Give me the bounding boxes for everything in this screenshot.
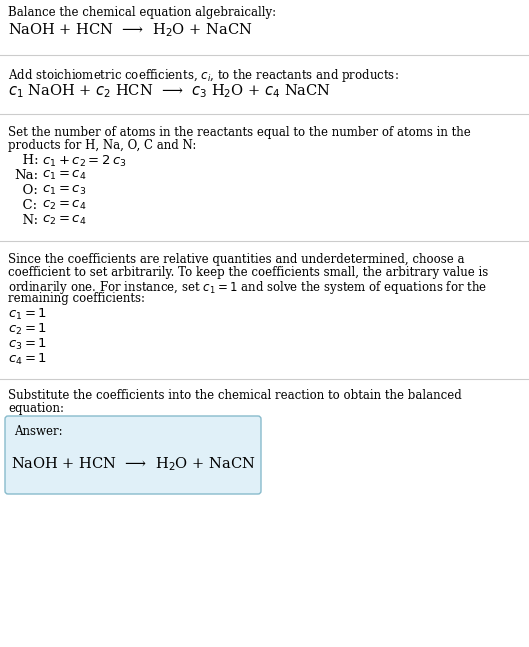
Text: $c_1$ NaOH + $c_2$ HCN  ⟶  $c_3$ H$_2$O + $c_4$ NaCN: $c_1$ NaOH + $c_2$ HCN ⟶ $c_3$ H$_2$O + …: [8, 82, 331, 100]
Text: $c_1 = c_3$: $c_1 = c_3$: [42, 184, 86, 197]
Text: products for H, Na, O, C and N:: products for H, Na, O, C and N:: [8, 139, 196, 152]
Text: Substitute the coefficients into the chemical reaction to obtain the balanced: Substitute the coefficients into the che…: [8, 389, 462, 402]
Text: Add stoichiometric coefficients, $c_i$, to the reactants and products:: Add stoichiometric coefficients, $c_i$, …: [8, 67, 399, 84]
Text: H:: H:: [14, 154, 39, 167]
Text: $c_1 + c_2 = 2\,c_3$: $c_1 + c_2 = 2\,c_3$: [42, 154, 126, 169]
FancyBboxPatch shape: [5, 416, 261, 494]
Text: remaining coefficients:: remaining coefficients:: [8, 292, 145, 305]
Text: $c_1 = c_4$: $c_1 = c_4$: [42, 169, 86, 182]
Text: NaOH + HCN  ⟶  H$_2$O + NaCN: NaOH + HCN ⟶ H$_2$O + NaCN: [8, 21, 252, 39]
Text: NaOH + HCN  ⟶  H$_2$O + NaCN: NaOH + HCN ⟶ H$_2$O + NaCN: [11, 455, 255, 473]
Text: equation:: equation:: [8, 402, 64, 415]
Text: $c_2 = c_4$: $c_2 = c_4$: [42, 214, 86, 227]
Text: C:: C:: [14, 199, 37, 212]
Text: Na:: Na:: [14, 169, 38, 182]
Text: coefficient to set arbitrarily. To keep the coefficients small, the arbitrary va: coefficient to set arbitrarily. To keep …: [8, 266, 488, 279]
Text: Balance the chemical equation algebraically:: Balance the chemical equation algebraica…: [8, 6, 276, 19]
Text: ordinarily one. For instance, set $c_1 = 1$ and solve the system of equations fo: ordinarily one. For instance, set $c_1 =…: [8, 279, 487, 296]
Text: Since the coefficients are relative quantities and underdetermined, choose a: Since the coefficients are relative quan…: [8, 253, 464, 266]
Text: $c_3 = 1$: $c_3 = 1$: [8, 337, 47, 352]
Text: $c_2 = 1$: $c_2 = 1$: [8, 322, 47, 337]
Text: $c_2 = c_4$: $c_2 = c_4$: [42, 199, 86, 212]
Text: Answer:: Answer:: [14, 425, 62, 438]
Text: Set the number of atoms in the reactants equal to the number of atoms in the: Set the number of atoms in the reactants…: [8, 126, 471, 139]
Text: N:: N:: [14, 214, 38, 227]
Text: $c_1 = 1$: $c_1 = 1$: [8, 307, 47, 322]
Text: O:: O:: [14, 184, 38, 197]
Text: $c_4 = 1$: $c_4 = 1$: [8, 352, 47, 367]
